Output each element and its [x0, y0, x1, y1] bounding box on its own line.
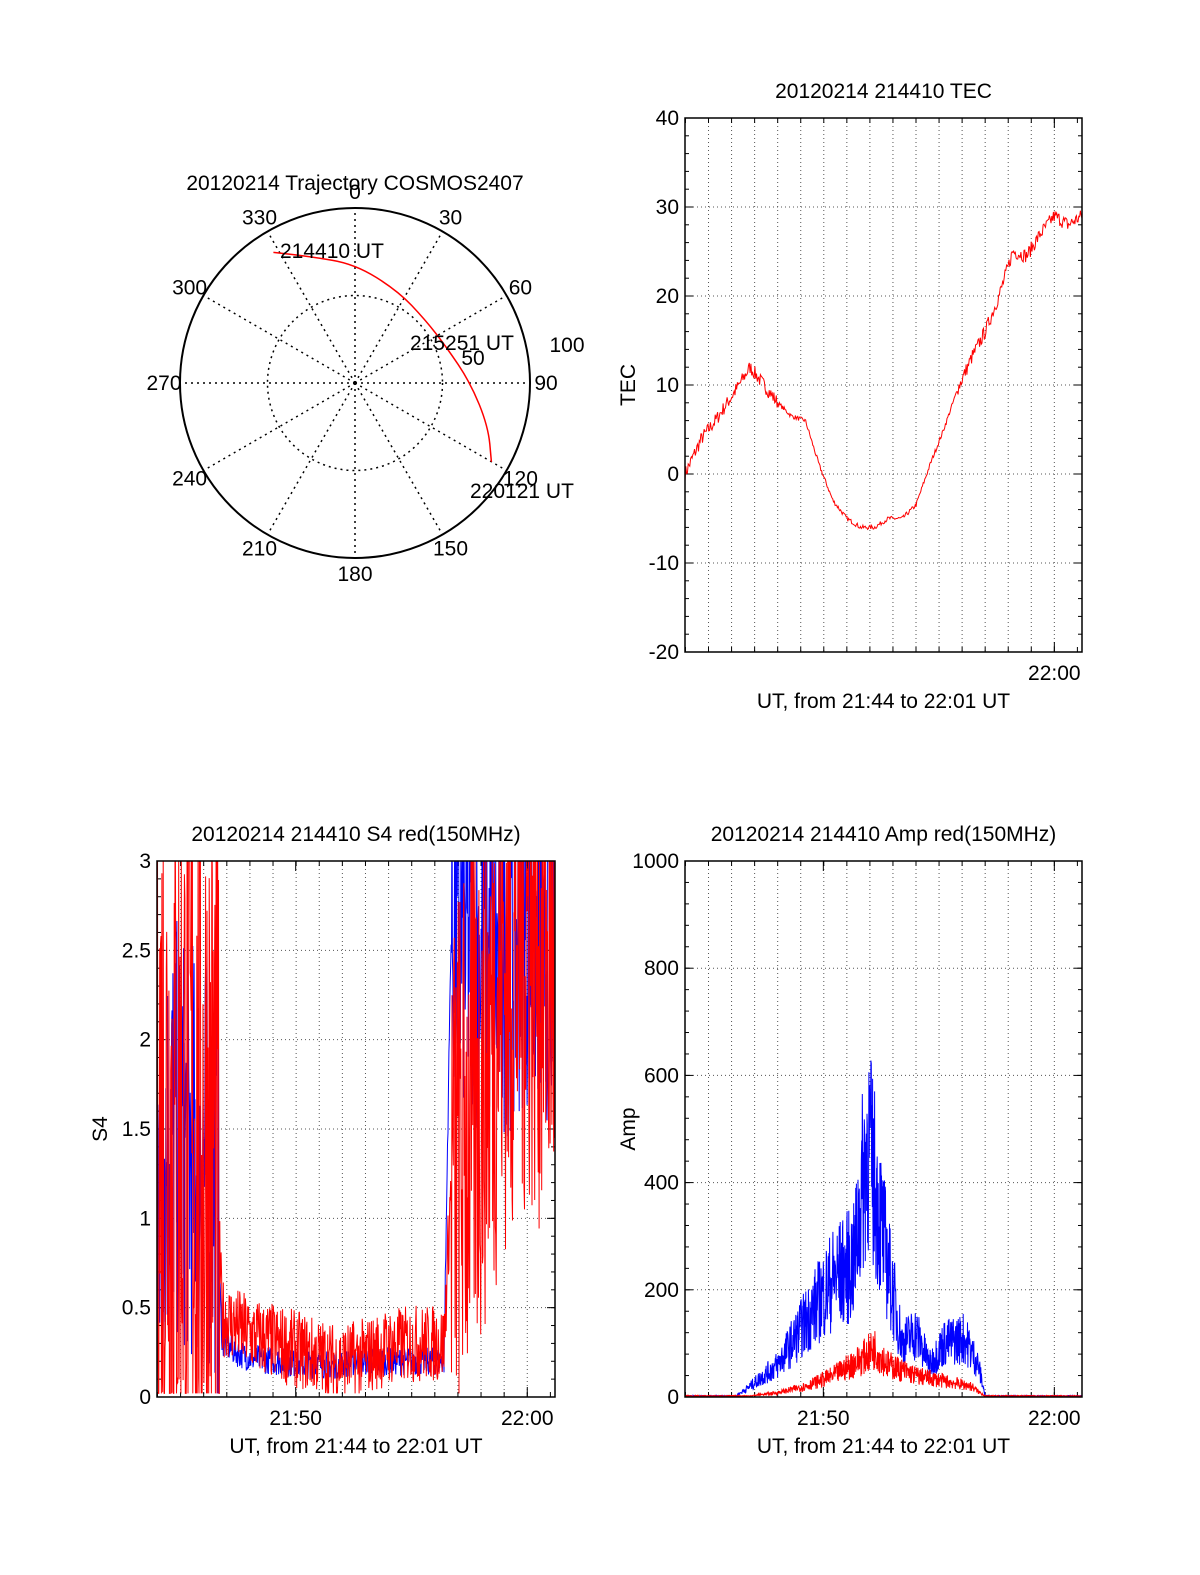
trajectory-time-label: 215251 UT [410, 332, 514, 355]
y-tick-label: 40 [656, 107, 679, 130]
polar-spoke [354, 382, 444, 535]
plot-frame [156, 860, 556, 1398]
azimuth-label: 60 [509, 277, 532, 300]
x-tick-label: 21:50 [269, 1407, 322, 1430]
polar-gridring-50 [266, 294, 444, 472]
azimuth-label: 120 [503, 468, 538, 491]
y-tick-label: 0 [139, 1386, 151, 1409]
y-tick-label: 10 [656, 374, 679, 397]
chart-2: 20120214 214410 S4 red(150MHz)00.511.522… [89, 823, 556, 1458]
azimuth-label: 180 [337, 563, 372, 586]
polar-spoke [354, 382, 507, 472]
azimuth-label: 300 [172, 277, 207, 300]
trajectory-time-label: 214410 UT [280, 240, 384, 263]
polar-spoke [266, 382, 356, 535]
y-tick-label: 1000 [632, 850, 679, 873]
radial-label: 50 [461, 347, 484, 370]
series-line-0 [685, 1060, 1082, 1397]
plot-frame [684, 860, 1083, 1398]
x-tick-label: 22:00 [1028, 662, 1081, 685]
polar-title: 20120214 Trajectory COSMOS2407 [186, 172, 523, 195]
y-axis-label: TEC [617, 364, 640, 406]
polar-spoke [203, 294, 356, 384]
x-tick-label: 22:00 [501, 1407, 554, 1430]
y-tick-label: 0 [667, 463, 679, 486]
radial-label: 100 [549, 334, 584, 357]
y-tick-label: 30 [656, 196, 679, 219]
y-tick-label: -10 [649, 552, 679, 575]
polar-spoke [266, 231, 356, 384]
polar-spoke [203, 382, 356, 472]
y-tick-label: 20 [656, 285, 679, 308]
y-tick-label: 1.5 [122, 1118, 151, 1141]
plot-frame [684, 117, 1083, 653]
polar-spoke [354, 294, 507, 384]
y-axis-label: Amp [617, 1107, 640, 1150]
series-line-1 [685, 1331, 1082, 1397]
y-tick-label: 2.5 [122, 939, 151, 962]
y-tick-label: 600 [644, 1064, 679, 1087]
series-line-1 [157, 861, 555, 1394]
y-tick-label: 200 [644, 1279, 679, 1302]
x-tick-label: 21:50 [797, 1407, 850, 1430]
chart-1: 20120214 214410 TEC -20 -10 0 10 20 30 40 22:00 U… [617, 80, 1083, 713]
polar-spoke [354, 231, 444, 384]
azimuth-label: 270 [146, 372, 181, 395]
y-tick-label: -20 [649, 641, 679, 664]
azimuth-label: 30 [439, 207, 462, 230]
y-tick-label: 400 [644, 1172, 679, 1195]
x-axis-label: UT, from 21:44 to 22:01 UT [229, 1435, 482, 1458]
y-axis-label: S4 [89, 1116, 112, 1142]
chart-title: 20120214 214410 TEC [775, 80, 992, 103]
azimuth-label: 90 [534, 372, 557, 395]
y-tick-label: 800 [644, 957, 679, 980]
y-tick-label: 0.5 [122, 1297, 151, 1320]
x-tick-label: 22:00 [1028, 1407, 1081, 1430]
azimuth-label: 0 [349, 181, 361, 204]
azimuth-label: 330 [242, 207, 277, 230]
azimuth-label: 240 [172, 468, 207, 491]
series-line-0 [685, 210, 1082, 531]
chart-title: 20120214 214410 S4 red(150MHz) [191, 823, 520, 846]
x-axis-label: UT, from 21:44 to 22:01 UT [757, 690, 1010, 713]
y-tick-label: 1 [139, 1207, 151, 1230]
trajectory-time-label: 220121 UT [470, 480, 574, 503]
y-tick-label: 0 [667, 1386, 679, 1409]
trajectory-line [273, 251, 493, 462]
azimuth-label: 210 [242, 537, 277, 560]
azimuth-label: 150 [433, 537, 468, 560]
chart-3: 20120214 214410 Amp red(150MHz) 0 200 400 60… [617, 823, 1083, 1458]
chart-title: 20120214 214410 Amp red(150MHz) [711, 823, 1057, 846]
y-tick-label: 2 [139, 1029, 151, 1052]
series-line-0 [157, 861, 555, 1394]
y-tick-label: 3 [139, 850, 151, 873]
x-axis-label: UT, from 21:44 to 22:01 UT [757, 1435, 1010, 1458]
